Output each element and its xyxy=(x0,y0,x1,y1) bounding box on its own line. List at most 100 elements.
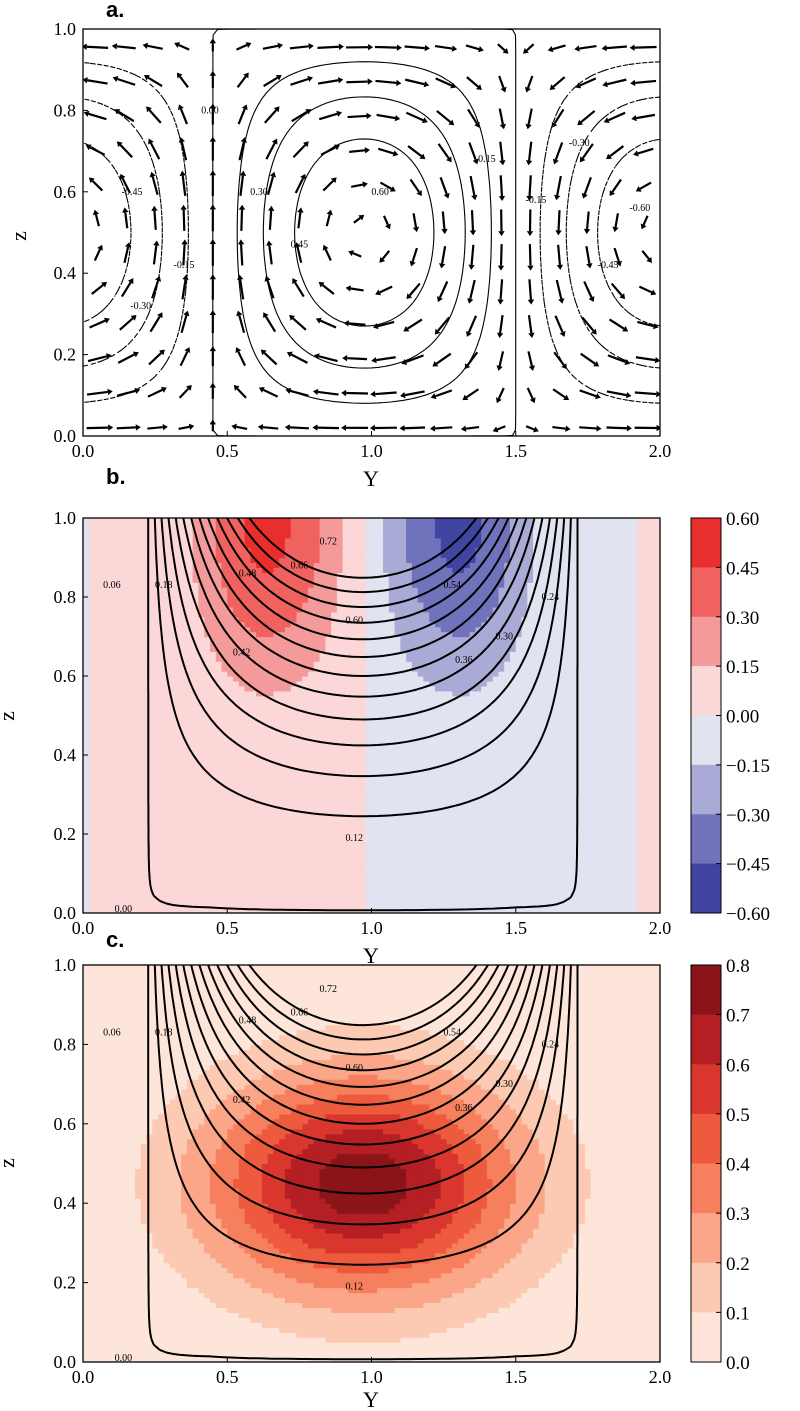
shading-cell xyxy=(100,764,107,771)
shading-cell xyxy=(521,779,528,786)
shading-cell xyxy=(256,779,263,786)
shading-cell xyxy=(544,750,551,756)
arrow-head xyxy=(556,264,564,270)
shading-cell xyxy=(308,809,315,815)
shading-cell xyxy=(152,794,159,801)
shading-cell xyxy=(619,794,626,801)
shading-cell xyxy=(290,838,298,845)
velocity-arrow xyxy=(369,424,397,432)
shading-cell xyxy=(313,853,321,860)
shading-cell xyxy=(365,878,373,884)
shading-cell xyxy=(388,794,396,801)
shading-cell xyxy=(175,858,182,865)
shading-cell xyxy=(233,759,240,766)
shading-cell xyxy=(313,764,321,771)
shading-cell xyxy=(325,794,332,801)
shading-cell xyxy=(198,893,205,899)
shading-cell xyxy=(331,710,338,717)
shading-cell xyxy=(221,799,228,805)
shading-cell xyxy=(186,858,194,865)
shading-cell xyxy=(140,725,148,731)
shading-cell xyxy=(256,784,263,791)
shading-cell xyxy=(175,779,182,786)
shading-cell xyxy=(458,784,465,791)
shading-cell xyxy=(619,863,626,870)
shading-cell xyxy=(88,863,96,870)
shading-cell xyxy=(521,730,528,736)
velocity-arrow xyxy=(346,78,373,85)
shading-cell xyxy=(394,769,401,776)
shading-cell xyxy=(354,863,361,870)
shading-cell xyxy=(561,769,569,776)
shading-cell xyxy=(215,814,223,820)
shading-cell xyxy=(325,868,332,875)
shading-cell xyxy=(481,893,488,899)
shading-cell xyxy=(556,888,563,894)
shading-cell xyxy=(354,868,361,875)
arrow-head xyxy=(364,147,370,154)
velocity-arrow xyxy=(179,347,191,367)
shading-cell xyxy=(515,858,523,865)
shading-cell xyxy=(602,735,609,741)
shading-cell xyxy=(100,814,107,820)
shading-cell xyxy=(579,868,586,875)
shading-cell xyxy=(83,745,90,751)
shading-cell xyxy=(584,843,592,850)
shading-cell xyxy=(463,824,471,830)
shading-cell xyxy=(296,883,303,889)
arrow-shaft xyxy=(635,356,656,362)
arrow-head xyxy=(394,114,401,122)
arrow-shaft xyxy=(583,281,593,298)
shading-cell xyxy=(308,863,315,870)
shading-cell xyxy=(521,873,528,880)
shading-cell xyxy=(244,799,251,805)
shading-cell xyxy=(527,705,534,712)
shading-cell xyxy=(354,834,361,840)
shading-cell xyxy=(550,725,557,731)
shading-cell xyxy=(434,893,442,899)
shading-cell xyxy=(469,725,476,731)
shading-cell xyxy=(88,804,96,810)
shading-cell xyxy=(371,794,378,801)
shading-cell xyxy=(354,755,361,761)
shading-cell xyxy=(111,829,119,835)
shading-cell xyxy=(88,824,96,830)
shading-cell xyxy=(227,789,234,796)
shading-cell xyxy=(313,720,321,726)
shading-cell xyxy=(140,799,148,805)
shading-cell xyxy=(140,794,148,801)
shading-cell xyxy=(619,745,626,751)
shading-cell xyxy=(463,784,471,791)
shading-cell xyxy=(129,809,136,815)
shading-cell xyxy=(596,898,603,904)
shading-cell xyxy=(83,779,90,786)
arrow-shaft xyxy=(290,353,308,364)
shading-cell xyxy=(221,804,228,810)
shading-cell xyxy=(354,873,361,880)
shading-cell xyxy=(204,858,211,865)
shading-cell xyxy=(186,819,194,825)
arrow-shaft xyxy=(606,390,627,397)
shading-cell xyxy=(383,720,390,726)
panel-a: a. 0.000.300.450.60-0.45-0.15-0.300.15-0… xyxy=(6,0,671,491)
shading-cell xyxy=(129,878,136,884)
shading-cell xyxy=(608,779,615,786)
shading-cell xyxy=(94,893,101,899)
shading-cell xyxy=(469,893,476,899)
arrow-shaft xyxy=(181,279,187,300)
shading-cell xyxy=(417,750,425,756)
shading-cell xyxy=(296,750,303,756)
shading-cell xyxy=(227,755,234,761)
shading-cell xyxy=(377,829,384,835)
arrow-shaft xyxy=(580,110,596,123)
shading-cell xyxy=(642,843,650,850)
shading-cell xyxy=(515,814,523,820)
shading-cell xyxy=(475,715,482,722)
shading-cell xyxy=(440,814,448,820)
shading-cell xyxy=(284,863,292,870)
shading-cell xyxy=(579,908,586,913)
shading-cell xyxy=(134,779,142,786)
shading-cell xyxy=(394,829,401,835)
shading-cell xyxy=(313,735,321,741)
shading-cell xyxy=(100,740,107,746)
